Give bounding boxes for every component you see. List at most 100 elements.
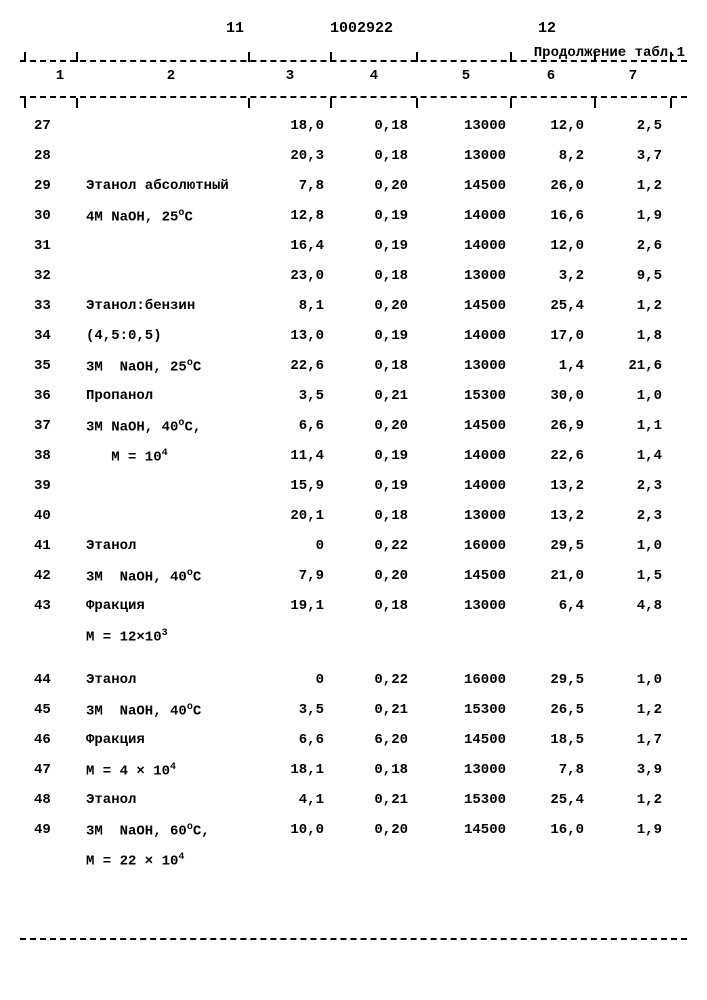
table-bottom-rule [20,938,687,940]
row-val-3: 18,1 [256,762,324,778]
row-val-4: 0,20 [340,568,408,584]
row-number: 35 [34,358,86,374]
row-val-4: 0,18 [340,148,408,164]
row-val-6: 3,2 [518,268,584,284]
row-val-4: 0,21 [340,702,408,718]
col-header-3: 3 [256,68,324,84]
row-val-6: 6,4 [518,598,584,614]
table-row: М = 12×103 [20,622,687,652]
row-val-3: 16,4 [256,238,324,254]
row-val-6: 21,0 [518,568,584,584]
row-number: 46 [34,732,86,748]
table-row: 33Этанол:бензин8,10,201450025,41,2 [20,292,687,322]
row-val-4: 0,20 [340,822,408,838]
row-number: 44 [34,672,86,688]
row-val-7: 1,7 [604,732,662,748]
row-number: 29 [34,178,86,194]
row-val-6: 25,4 [518,298,584,314]
header-bottom-ticks [20,98,687,108]
row-val-5: 13000 [426,118,506,134]
row-val-5: 14500 [426,418,506,434]
table-row: 3223,00,18130003,29,5 [20,262,687,292]
row-val-5: 13000 [426,358,506,374]
table-row: 29Этанол абсолютный7,80,201450026,01,2 [20,172,687,202]
col-header-4: 4 [340,68,408,84]
row-val-5: 16000 [426,672,506,688]
row-val-6: 26,5 [518,702,584,718]
row-val-5: 13000 [426,762,506,778]
row-val-6: 13,2 [518,478,584,494]
row-val-7: 1,2 [604,792,662,808]
row-val-3: 0 [256,672,324,688]
row-val-5: 14000 [426,208,506,224]
row-val-7: 3,7 [604,148,662,164]
row-val-3: 0 [256,538,324,554]
row-val-5: 14500 [426,822,506,838]
row-val-7: 2,3 [604,478,662,494]
table-row: 2820,30,18130008,23,7 [20,142,687,172]
page: 11 1002922 12 Продолжение табл.1 1 2 3 4… [0,0,707,1000]
table-row: 3915,90,191400013,22,3 [20,472,687,502]
row-description: Этанол [86,538,256,554]
row-number: 49 [34,822,86,838]
row-description: 4М NaOH, 25oC [86,208,256,226]
row-val-3: 20,3 [256,148,324,164]
col-header-5: 5 [426,68,506,84]
row-description: М = 12×103 [86,628,256,646]
row-val-3: 15,9 [256,478,324,494]
table-row: 3116,40,191400012,02,6 [20,232,687,262]
table-continuation-caption: Продолжение табл.1 [534,45,685,61]
row-val-3: 10,0 [256,822,324,838]
row-number: 30 [34,208,86,224]
row-val-6: 12,0 [518,118,584,134]
row-description: Этанол абсолютный [86,178,256,194]
row-val-6: 29,5 [518,538,584,554]
row-number: 32 [34,268,86,284]
row-val-3: 22,6 [256,358,324,374]
row-val-6: 26,0 [518,178,584,194]
col-number-left: 11 [226,20,244,37]
row-val-4: 0,19 [340,238,408,254]
col-number-right: 12 [538,20,556,37]
table-row: 43Фракция19,10,18130006,44,8 [20,592,687,622]
row-val-5: 14000 [426,478,506,494]
row-number: 28 [34,148,86,164]
row-val-3: 4,1 [256,792,324,808]
row-number: 31 [34,238,86,254]
table-row: 34(4,5:0,5)13,00,191400017,01,8 [20,322,687,352]
row-val-5: 13000 [426,508,506,524]
col-header-1: 1 [34,68,86,84]
row-val-4: 0,20 [340,418,408,434]
row-val-3: 8,1 [256,298,324,314]
row-val-5: 14000 [426,328,506,344]
table-row: 4020,10,181300013,22,3 [20,502,687,532]
row-val-7: 1,4 [604,448,662,464]
row-val-3: 3,5 [256,702,324,718]
row-val-4: 0,19 [340,448,408,464]
row-val-4: 0,21 [340,792,408,808]
row-val-7: 1,2 [604,178,662,194]
row-val-3: 12,8 [256,208,324,224]
row-val-7: 1,0 [604,538,662,554]
table-row: 453М NaOH, 40oC3,50,211530026,51,2 [20,696,687,726]
row-val-6: 25,4 [518,792,584,808]
row-description: М = 22 × 104 [86,852,256,870]
row-val-5: 14000 [426,448,506,464]
row-val-5: 14500 [426,732,506,748]
row-description: М = 104 [86,448,256,466]
col-header-6: 6 [518,68,584,84]
row-number: 36 [34,388,86,404]
row-val-7: 1,1 [604,418,662,434]
row-val-3: 13,0 [256,328,324,344]
col-header-7: 7 [604,68,662,84]
table-row: 304М NaOH, 25oC12,80,191400016,61,9 [20,202,687,232]
row-number: 37 [34,418,86,434]
patent-number: 1002922 [330,20,393,37]
row-val-7: 4,8 [604,598,662,614]
row-val-7: 1,2 [604,298,662,314]
row-val-7: 1,9 [604,208,662,224]
table-row: М = 22 × 104 [20,846,687,876]
row-val-6: 29,5 [518,672,584,688]
row-val-7: 1,2 [604,702,662,718]
row-val-7: 9,5 [604,268,662,284]
